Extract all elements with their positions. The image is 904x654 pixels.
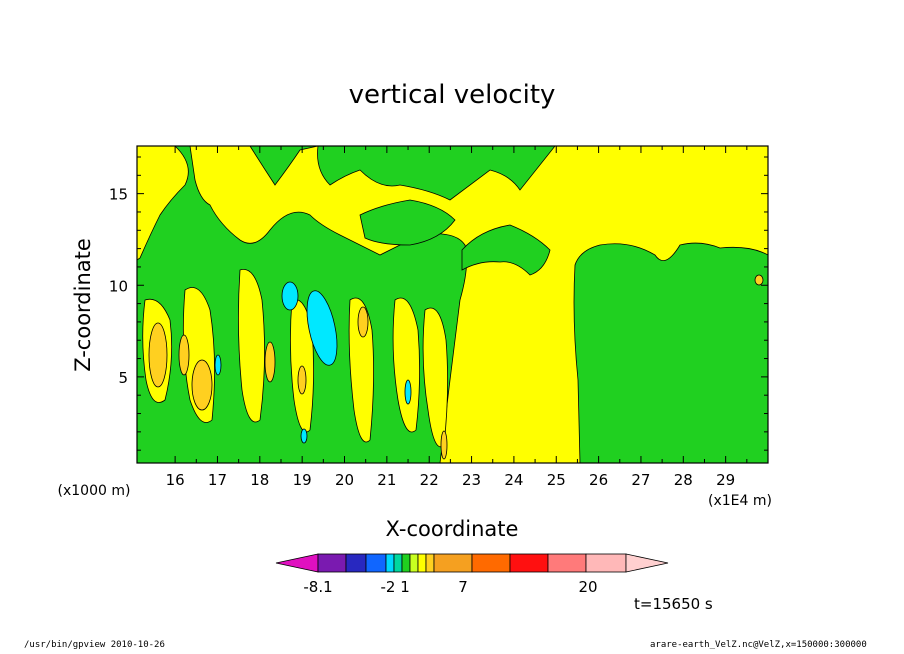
contour-orange-cell	[297, 365, 307, 395]
contour-cyan-cell	[214, 354, 222, 376]
y-tick-label: 15	[109, 186, 128, 204]
colorbar-segment	[409, 553, 419, 573]
colorbar-segment	[547, 553, 587, 573]
x-tick-label: 20	[335, 471, 354, 489]
x-tick-label: 24	[504, 471, 523, 489]
colorbar-tick-label: -8.1	[303, 578, 332, 596]
colorbar-segment	[585, 553, 627, 573]
x-unit-right: (x1E4 m)	[708, 493, 772, 509]
colorbar-tick-label: 1	[400, 578, 410, 596]
x-tick-label: 25	[547, 471, 566, 489]
colorbar-segment	[401, 553, 411, 573]
contour-cyan-cell	[404, 379, 412, 405]
contour-cyan-cell	[300, 428, 308, 444]
colorbar-segment	[425, 553, 435, 573]
colorbar-max-arrow	[625, 553, 669, 573]
x-unit-left: (x1000 m)	[58, 483, 131, 499]
contour-orange-cell	[191, 359, 213, 411]
contour-positive-region	[189, 145, 769, 464]
footer-left: /usr/bin/gpview 2010-10-26	[24, 640, 165, 650]
contour-orange-cell	[148, 322, 168, 388]
x-tick-label: 16	[166, 471, 185, 489]
contour-positive-region	[392, 297, 420, 433]
contour-negative-region	[461, 224, 551, 276]
colorbar-min-arrow	[275, 553, 319, 573]
colorbar-segment	[345, 553, 367, 573]
x-axis-label: X-coordinate	[386, 517, 519, 541]
contour-orange-cell	[178, 334, 190, 376]
x-tick-label: 28	[674, 471, 693, 489]
colorbar-segment	[509, 553, 549, 573]
x-tick-label: 21	[377, 471, 396, 489]
colorbar-tick-label: -2	[381, 578, 396, 596]
colorbar	[275, 553, 669, 573]
x-tick-label: 29	[716, 471, 735, 489]
x-tick-label: 17	[208, 471, 227, 489]
contour-positive-region	[136, 145, 189, 261]
contour-positive-region	[238, 268, 265, 423]
y-tick-label: 10	[109, 277, 128, 295]
x-tick-label: 27	[631, 471, 650, 489]
contour-cyan-cell	[754, 274, 764, 286]
colorbar-tick-label: 20	[578, 578, 597, 596]
colorbar-tick-label: 7	[458, 578, 468, 596]
contour-negative-region	[359, 199, 456, 246]
plot-frame	[136, 145, 769, 464]
x-tick-label: 19	[293, 471, 312, 489]
colorbar-segment	[385, 553, 395, 573]
footer-right: arare-earth_VelZ.nc@VelZ,x=150000:300000	[650, 640, 867, 650]
y-axis: 5 10 15	[109, 156, 768, 451]
contour-orange-cell	[264, 341, 276, 383]
chart-title: vertical velocity	[349, 80, 556, 110]
x-tick-label: 22	[420, 471, 439, 489]
x-tick-label: 23	[462, 471, 481, 489]
contour-cyan-cell	[306, 290, 338, 366]
colorbar-segment	[433, 553, 473, 573]
x-axis: 16 17 18 19 20 21 22 23 24 25 26 27 28 29	[166, 146, 748, 489]
contour-field	[136, 145, 769, 464]
colorbar-labels: -8.1 -2 1 7 20	[303, 578, 597, 596]
colorbar-segment	[365, 553, 387, 573]
colorbar-segment	[471, 553, 511, 573]
y-tick-label: 5	[118, 369, 128, 387]
y-axis-label: Z-coordinate	[71, 238, 95, 372]
colorbar-segment	[393, 553, 403, 573]
contour-orange-cell	[440, 430, 448, 460]
contour-orange-cell	[357, 306, 369, 338]
colorbar-segment	[317, 553, 347, 573]
x-tick-label: 18	[250, 471, 269, 489]
contour-cyan-cell	[281, 281, 299, 311]
contour-positive-region	[348, 297, 374, 443]
x-tick-label: 26	[589, 471, 608, 489]
colorbar-segment	[417, 553, 427, 573]
time-label: t=15650 s	[634, 595, 713, 613]
